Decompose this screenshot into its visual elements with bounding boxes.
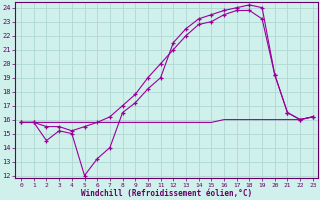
X-axis label: Windchill (Refroidissement éolien,°C): Windchill (Refroidissement éolien,°C) (81, 189, 252, 198)
